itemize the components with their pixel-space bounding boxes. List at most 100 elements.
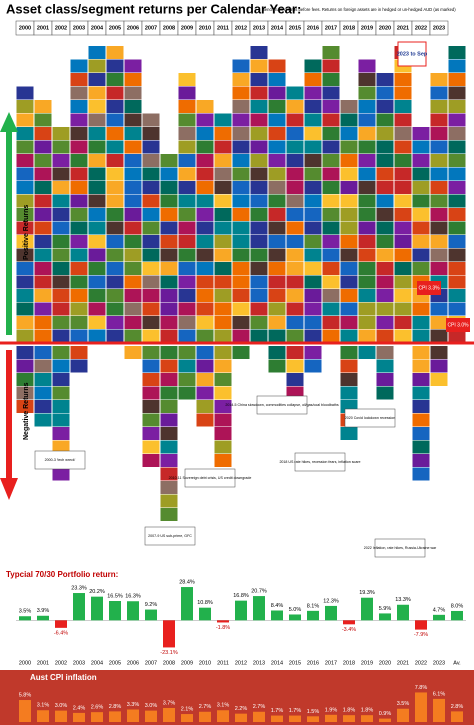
tile <box>394 262 412 275</box>
tile <box>106 208 124 221</box>
year-header: 2022 <box>415 25 427 31</box>
tile <box>88 113 106 127</box>
tile <box>304 275 322 289</box>
tile <box>214 167 232 181</box>
tile <box>34 359 52 373</box>
tile <box>358 275 376 289</box>
tile <box>232 154 250 167</box>
bar <box>379 718 391 722</box>
tile <box>286 100 304 113</box>
bar <box>397 604 409 621</box>
tile <box>268 329 286 343</box>
tile <box>196 100 214 113</box>
tile <box>70 316 88 329</box>
tile <box>232 73 250 86</box>
value-label: 10.8% <box>197 600 213 606</box>
tile <box>178 346 196 359</box>
tile <box>232 113 250 127</box>
tile <box>88 86 106 100</box>
x-tick-label: 2007 <box>145 660 157 666</box>
tile <box>88 248 106 262</box>
tile <box>250 302 268 316</box>
bar <box>325 714 337 722</box>
tile <box>16 400 34 413</box>
year-header: 2007 <box>145 25 157 31</box>
tile <box>412 413 430 427</box>
tile <box>394 221 412 235</box>
tile <box>124 154 142 167</box>
tile <box>16 86 34 100</box>
tile <box>376 113 394 127</box>
tile <box>412 167 430 181</box>
tile <box>214 302 232 316</box>
tile <box>178 248 196 262</box>
tile <box>394 329 412 343</box>
tile <box>196 167 214 181</box>
value-label: 3.5% <box>397 701 410 707</box>
tile <box>340 235 358 248</box>
value-label: 1.8% <box>343 708 356 714</box>
tile <box>16 140 34 154</box>
tile <box>286 167 304 181</box>
year-header: 2018 <box>343 25 355 31</box>
tile <box>448 113 466 127</box>
tile <box>232 100 250 113</box>
tile <box>142 440 160 454</box>
tile <box>106 113 124 127</box>
bar <box>55 710 67 722</box>
tile <box>16 373 34 386</box>
year-header: 2006 <box>127 25 139 31</box>
tile <box>430 235 448 248</box>
tile <box>448 235 466 248</box>
tile <box>214 359 232 373</box>
tile <box>124 59 142 73</box>
tile <box>322 329 340 343</box>
year-header: 2017 <box>325 25 337 31</box>
tile <box>124 262 142 275</box>
tile <box>268 194 286 208</box>
tile <box>268 181 286 194</box>
tile <box>160 413 178 427</box>
tile <box>124 289 142 302</box>
bar <box>451 711 463 722</box>
tile <box>88 167 106 181</box>
tile <box>340 127 358 140</box>
tile <box>178 140 196 154</box>
tile <box>88 316 106 329</box>
tile <box>376 235 394 248</box>
value-label: 6.1% <box>433 691 446 697</box>
year-header: 2008 <box>163 25 175 31</box>
tile <box>286 373 304 386</box>
tile <box>448 289 466 302</box>
tile <box>88 208 106 221</box>
tile <box>88 275 106 289</box>
x-tick-label: 2019 <box>361 660 373 666</box>
x-tick-label: 2018 <box>343 660 355 666</box>
tile <box>16 235 34 248</box>
tile <box>412 467 430 481</box>
tile <box>106 59 124 73</box>
tile <box>214 140 232 154</box>
tile <box>322 289 340 302</box>
tile <box>340 373 358 386</box>
value-label: 1.5% <box>307 709 320 715</box>
tile <box>142 400 160 413</box>
tile <box>322 208 340 221</box>
tile <box>52 289 70 302</box>
tile <box>88 127 106 140</box>
tile <box>160 440 178 454</box>
x-tick-label: 2022 <box>415 660 427 666</box>
tile <box>142 127 160 140</box>
tile <box>160 302 178 316</box>
tile <box>70 194 88 208</box>
tile <box>106 100 124 113</box>
tile <box>268 100 286 113</box>
tile <box>142 248 160 262</box>
tile <box>268 248 286 262</box>
tile <box>340 221 358 235</box>
tile <box>394 100 412 113</box>
bar <box>307 610 319 621</box>
tile <box>376 302 394 316</box>
tile <box>394 127 412 140</box>
tile <box>178 221 196 235</box>
